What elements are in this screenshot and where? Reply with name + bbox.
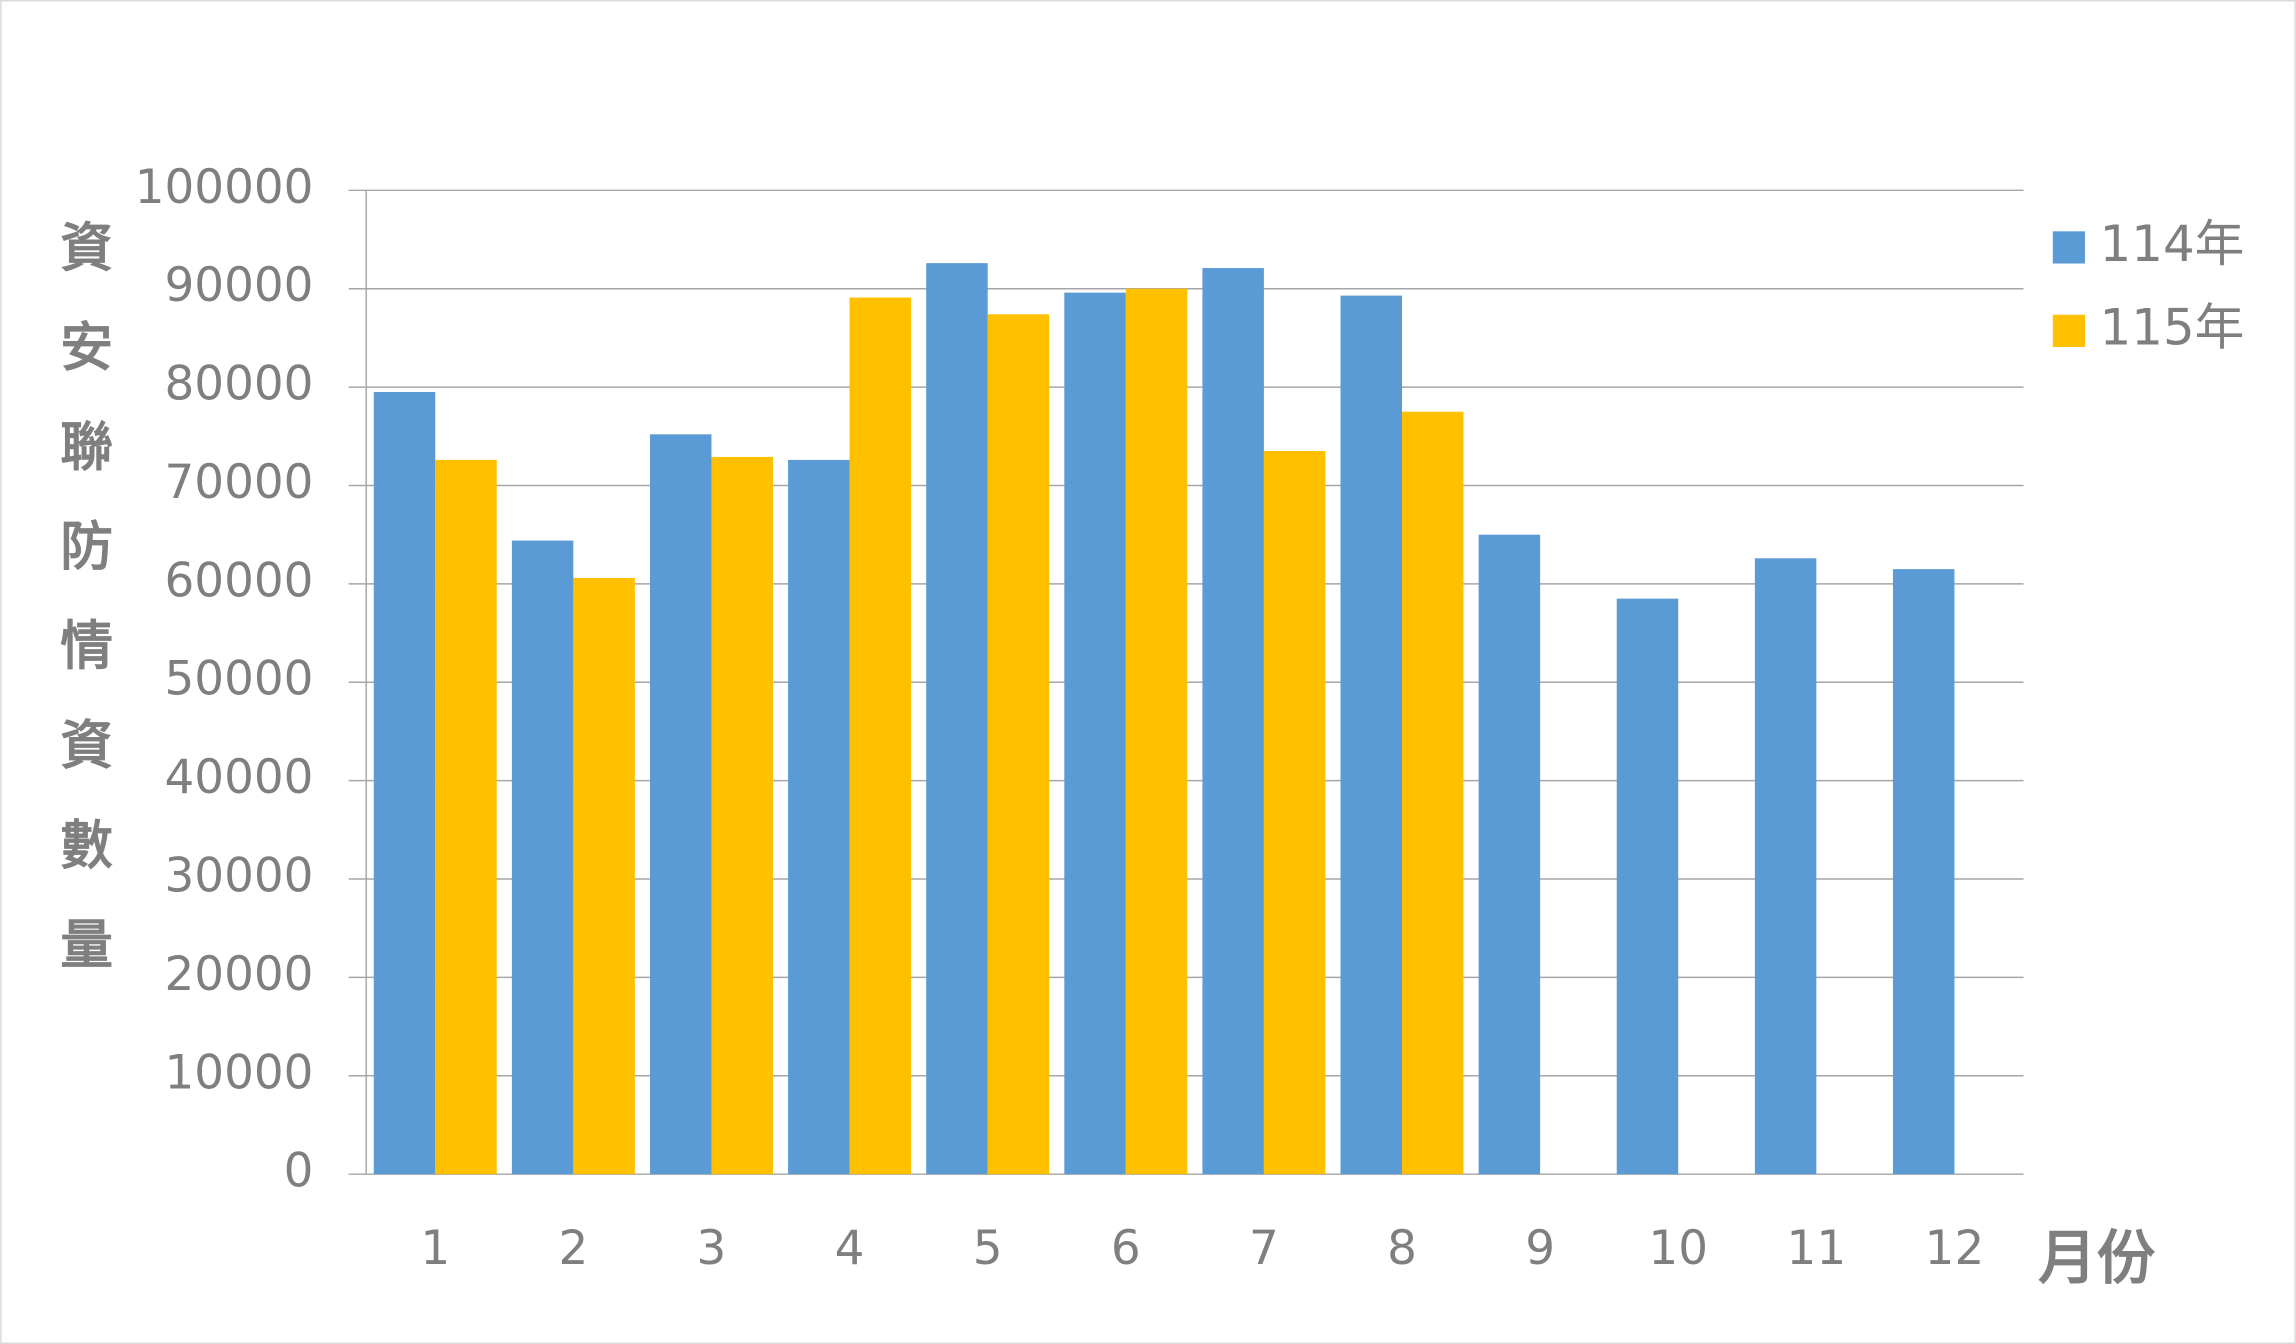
y-tick-label: 50000 [165,653,314,707]
bar [1754,558,1817,1175]
bar [1125,288,1188,1175]
legend-swatch [2052,231,2085,264]
bar [1616,598,1679,1175]
x-tick-label: 4 [835,1222,865,1276]
x-axis-title: 月份 [2038,1224,2156,1292]
y-axis-title: 資安聯防情資數量 [52,220,113,1016]
bar [711,456,773,1175]
bar [1478,534,1541,1175]
bar [511,540,574,1175]
x-tick-label: 9 [1525,1222,1555,1276]
x-tick-label: 7 [1249,1222,1279,1276]
bar [435,459,497,1175]
legend-swatch [2052,314,2085,347]
bar [987,314,1050,1175]
y-tick-label: 20000 [165,948,314,1002]
x-tick-label: 8 [1387,1222,1417,1276]
x-tick-label: 6 [1111,1222,1141,1276]
x-tick-label: 10 [1648,1222,1708,1276]
y-tick-label: 40000 [165,751,314,805]
y-tick-label: 100000 [135,161,314,215]
bar [1263,451,1326,1175]
y-tick-label: 80000 [165,358,314,412]
bar [1892,569,1955,1175]
bar [373,392,436,1175]
bar [573,577,635,1175]
x-tick-label: 2 [558,1222,588,1276]
y-tick-label: 30000 [165,850,314,904]
bar [1402,411,1464,1175]
x-tick-label: 12 [1925,1222,1985,1276]
y-tick-label: 90000 [165,259,314,313]
x-tick-label: 3 [697,1222,727,1276]
bar [1340,295,1403,1175]
legend-label: 115年 [2100,298,2245,356]
legend-label: 114年 [2100,215,2245,273]
x-tick-label: 1 [420,1222,450,1276]
x-tick-label: 11 [1787,1222,1847,1276]
y-tick-label: 0 [284,1145,314,1199]
bar [649,434,712,1175]
bar [926,263,988,1175]
y-tick-label: 10000 [165,1046,314,1100]
bar [849,297,912,1175]
bar [788,459,850,1175]
bar [1064,292,1126,1175]
y-tick-label: 70000 [165,456,314,510]
y-tick-label: 60000 [165,554,314,608]
bar [1202,268,1264,1175]
x-tick-label: 5 [973,1222,1003,1276]
